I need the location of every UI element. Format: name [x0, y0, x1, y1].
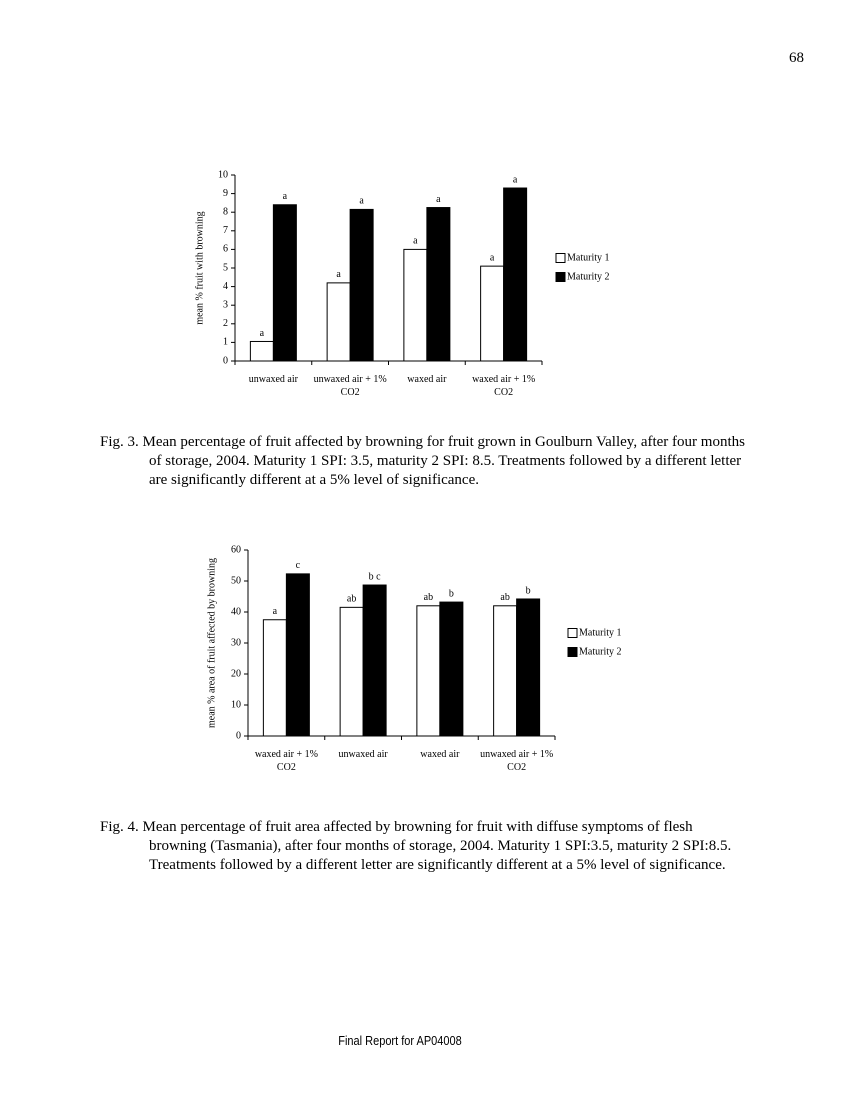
significance-letter: a — [490, 252, 495, 263]
significance-letter: b c — [369, 571, 382, 582]
y-axis-title: mean % area of fruit affected by brownin… — [206, 558, 217, 728]
x-tick-label: waxed air + 1% CO2 — [472, 374, 536, 398]
legend-label: Maturity 2 — [567, 271, 610, 282]
significance-letter: c — [296, 560, 301, 571]
legend-swatch — [555, 253, 566, 263]
bar — [285, 573, 310, 737]
y-tick-label: 10 — [231, 699, 241, 710]
y-tick-label: 7 — [223, 225, 228, 236]
y-tick-label: 40 — [231, 606, 241, 617]
bar — [439, 601, 464, 737]
significance-letter: b — [449, 588, 454, 599]
bar — [493, 605, 518, 737]
figure-caption: Fig. 4. Mean percentage of fruit area af… — [100, 819, 732, 873]
x-tick-label: unwaxed air — [338, 749, 388, 760]
y-tick-label: 6 — [223, 244, 228, 255]
significance-letter: ab — [500, 592, 509, 603]
y-axis-title: mean % fruit with browning — [194, 211, 205, 324]
bar — [349, 208, 374, 362]
y-tick-label: 30 — [231, 637, 241, 648]
bar — [503, 187, 528, 362]
significance-letter: a — [413, 236, 418, 247]
y-tick-label: 10 — [218, 169, 228, 180]
y-tick-label: 0 — [223, 355, 228, 366]
y-tick-label: 3 — [223, 299, 228, 310]
bar — [362, 584, 387, 737]
y-tick-label: 5 — [223, 262, 228, 273]
y-tick-label: 0 — [236, 730, 241, 741]
legend-label: Maturity 1 — [579, 627, 622, 638]
y-tick-label: 20 — [231, 668, 241, 679]
y-tick-label: 4 — [223, 281, 228, 292]
legend-label: Maturity 2 — [579, 646, 622, 657]
x-tick-label: waxed air — [420, 749, 460, 760]
bar — [416, 605, 441, 737]
y-tick-label: 8 — [223, 206, 228, 217]
y-tick-label: 50 — [231, 575, 241, 586]
bar — [480, 265, 505, 362]
x-tick-label: waxed air — [407, 374, 447, 385]
significance-letter: a — [436, 194, 441, 205]
bar — [249, 340, 274, 362]
significance-letter: a — [283, 191, 288, 202]
figure-caption: Fig. 3. Mean percentage of fruit affecte… — [100, 434, 745, 488]
y-tick-label: 2 — [223, 318, 228, 329]
legend-label: Maturity 1 — [567, 252, 610, 263]
significance-letter: a — [273, 606, 278, 617]
bar — [403, 248, 428, 362]
y-tick-label: 1 — [223, 337, 228, 348]
page-number: 68 — [789, 50, 804, 66]
x-tick-label: unwaxed air + 1% CO2 — [480, 749, 554, 773]
x-tick-label: waxed air + 1% CO2 — [254, 749, 318, 773]
significance-letter: ab — [347, 594, 356, 605]
significance-letter: a — [513, 174, 518, 185]
bar — [262, 619, 287, 737]
bar — [339, 606, 364, 737]
legend-swatch — [567, 647, 578, 657]
legend-swatch — [555, 272, 566, 282]
significance-letter: b — [526, 585, 531, 596]
x-tick-label: unwaxed air — [248, 374, 298, 385]
y-tick-label: 9 — [223, 188, 228, 199]
y-tick-label: 60 — [231, 544, 241, 555]
bar — [272, 204, 297, 362]
legend-swatch — [567, 628, 578, 638]
x-tick-label: unwaxed air + 1% CO2 — [313, 374, 387, 398]
significance-letter: a — [336, 269, 341, 280]
bar — [516, 598, 541, 737]
significance-letter: ab — [424, 592, 433, 603]
significance-letter: a — [260, 328, 265, 339]
footer: Final Report for AP04008 — [338, 1034, 462, 1048]
bar — [326, 282, 351, 362]
bar — [426, 207, 451, 362]
significance-letter: a — [359, 196, 364, 207]
